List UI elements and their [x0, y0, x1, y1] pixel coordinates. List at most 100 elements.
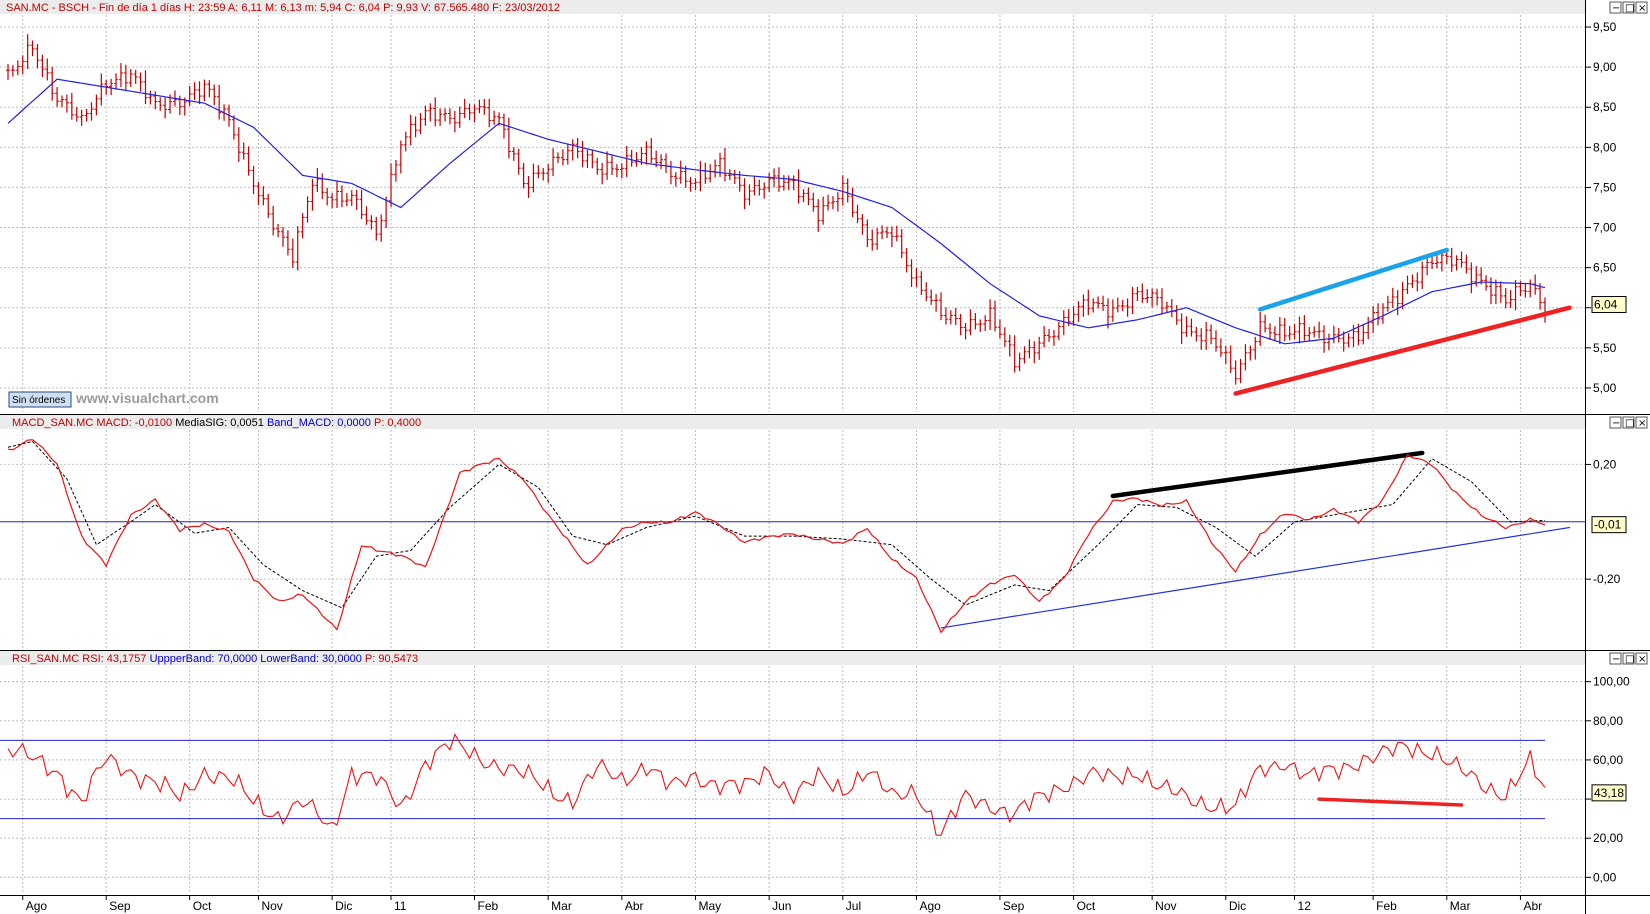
title-part: m: 5,94	[302, 2, 342, 14]
title-part: RSI_SAN.MC	[12, 653, 79, 665]
x-tick-label: Abr	[625, 899, 644, 913]
y-tick-label: 7,50	[1593, 180, 1617, 194]
x-tick-label: Feb	[1376, 899, 1397, 913]
x-tick-label: Ago	[919, 899, 941, 913]
title-part: MACD_SAN.MC	[12, 417, 93, 429]
x-tick-label: Sep	[1003, 899, 1025, 913]
macd-panel[interactable]: MACD_SAN.MC MACD: -0,0100 MediaSIG: 0,00…	[0, 415, 1627, 648]
y-tick-label: 8,50	[1593, 100, 1617, 114]
macd-title-bar	[0, 415, 1585, 429]
x-tick-label: Ago	[26, 899, 48, 913]
panel-control-glyph: −	[1612, 3, 1620, 14]
panel-control-button[interactable]: ×	[1635, 1, 1648, 14]
panel-control-button[interactable]: □	[1622, 652, 1635, 665]
macd-line	[7, 439, 1546, 634]
macd-trendlines	[940, 450, 1571, 629]
panel-control-glyph: □	[1625, 3, 1634, 14]
panel-control-glyph: □	[1625, 418, 1634, 429]
y-tick-label: 9,50	[1593, 20, 1617, 34]
x-axis: Ago Sep Oct Nov Dic 11 Feb Mar Abr May Jun Jul Ago Se…	[22, 895, 1542, 913]
panel-control-button[interactable]: ×	[1635, 416, 1648, 429]
panel-control-button[interactable]: −	[1609, 652, 1622, 665]
panel-control-bg	[1635, 1, 1648, 14]
panel-control-bg	[1622, 416, 1635, 429]
panel-control-bg	[1609, 652, 1622, 665]
last-value-label: 43,18	[1594, 786, 1624, 800]
price-title-bar	[0, 0, 1585, 14]
last-value-label: 6,04	[1594, 298, 1618, 312]
x-tick-label: Oct	[193, 899, 212, 913]
x-tick-label: May	[698, 899, 721, 913]
panel-control-bg	[1609, 416, 1622, 429]
last-value-box	[1591, 516, 1627, 534]
trendline-support	[1233, 305, 1572, 396]
title-part: P: 0,4000	[371, 417, 421, 429]
y-tick-label: 5,50	[1593, 341, 1617, 355]
macd-title: MACD_SAN.MC MACD: -0,0100 MediaSIG: 0,00…	[12, 417, 421, 429]
trendline-rsi-support	[1317, 797, 1464, 807]
panel-control-bg	[1635, 416, 1648, 429]
rsi-title: RSI_SAN.MC RSI: 43,1757 UppperBand: 70,0…	[12, 653, 418, 665]
x-tick-label: Nov	[261, 899, 282, 913]
rsi-title-bar	[0, 651, 1585, 665]
title-part: P: 90,5473	[362, 653, 418, 665]
price-panel[interactable]: SAN.MC - BSCH - Fin de día 1 días H: 23:…	[0, 0, 1627, 412]
y-tick-label: 7,00	[1593, 221, 1617, 235]
panel-control-bg	[1609, 1, 1622, 14]
x-tick-label: Dic	[335, 899, 352, 913]
panel-control-glyph: □	[1625, 654, 1634, 665]
price-y-axis: 5,00 5,50 6,50 7,00 7,50 8,00 8,50 9,00 9,50 6,04	[1585, 20, 1627, 395]
rsi-y-axis: 0,00 20,00 60,00 80,00 100,00 43,18	[1585, 675, 1630, 884]
x-tick-label: Mar	[551, 899, 572, 913]
panel-control-glyph: −	[1612, 418, 1620, 429]
x-tick-label: Nov	[1155, 899, 1176, 913]
title-part: V: 67.565.480	[418, 2, 489, 14]
rsi-trendlines	[1317, 797, 1464, 807]
title-part: Band_MACD: 0,0000	[264, 417, 371, 429]
x-tick-label: Dic	[1229, 899, 1246, 913]
orders-button[interactable]: Sin órdenes	[8, 391, 72, 408]
y-tick-label: 5,00	[1593, 381, 1617, 395]
watermark: www.visualchart.com	[75, 390, 219, 406]
title-part: MediaSIG: 0,0051	[172, 417, 264, 429]
y-tick-label: 60,00	[1593, 753, 1623, 767]
rsi-panel[interactable]: RSI_SAN.MC RSI: 43,1757 UppperBand: 70,0…	[0, 651, 1630, 893]
title-part: A: 6,11	[225, 2, 262, 14]
x-tick-label: 12	[1298, 899, 1312, 913]
price-trendlines	[1233, 247, 1572, 396]
panel-control-glyph: ×	[1638, 418, 1646, 429]
title-part: MACD: -0,0100	[93, 417, 172, 429]
y-tick-label: 80,00	[1593, 714, 1623, 728]
price-title: SAN.MC - BSCH - Fin de día 1 días H: 23:…	[6, 2, 560, 14]
panel-control-button[interactable]: −	[1609, 1, 1622, 14]
price-grid	[0, 15, 1585, 412]
rsi-line	[7, 733, 1546, 836]
panel-control-bg	[1622, 652, 1635, 665]
y-tick-label: 20,00	[1593, 831, 1623, 845]
x-tick-label: Mar	[1450, 899, 1471, 913]
y-tick-label: 100,00	[1593, 675, 1630, 689]
y-tick-label: 0,00	[1593, 870, 1617, 884]
panel-control-button[interactable]: □	[1622, 416, 1635, 429]
x-tick-label: Oct	[1077, 899, 1096, 913]
panel-control-bg	[1622, 1, 1635, 14]
panel-control-button[interactable]: ×	[1635, 652, 1648, 665]
panel-control-button[interactable]: □	[1622, 1, 1635, 14]
title-part: RSI: 43,1757	[79, 653, 146, 665]
orders-button-label: Sin órdenes	[12, 395, 65, 406]
macd-grid	[0, 430, 1585, 648]
title-part: H: 23:59	[181, 2, 226, 14]
title-part: UppperBand: 70,0000	[147, 653, 258, 665]
x-tick-label: Abr	[1523, 899, 1542, 913]
y-tick-label: 6,50	[1593, 261, 1617, 275]
panel-control-bg	[1635, 652, 1648, 665]
last-value-label: -0,01	[1594, 518, 1622, 532]
x-tick-label: Jun	[772, 899, 791, 913]
last-value-box	[1591, 296, 1627, 314]
panel-control-glyph: ×	[1638, 3, 1646, 14]
title-part: C: 6,04	[341, 2, 380, 14]
panel-control-button[interactable]: −	[1609, 416, 1622, 429]
y-tick-label: 8,00	[1593, 140, 1617, 154]
